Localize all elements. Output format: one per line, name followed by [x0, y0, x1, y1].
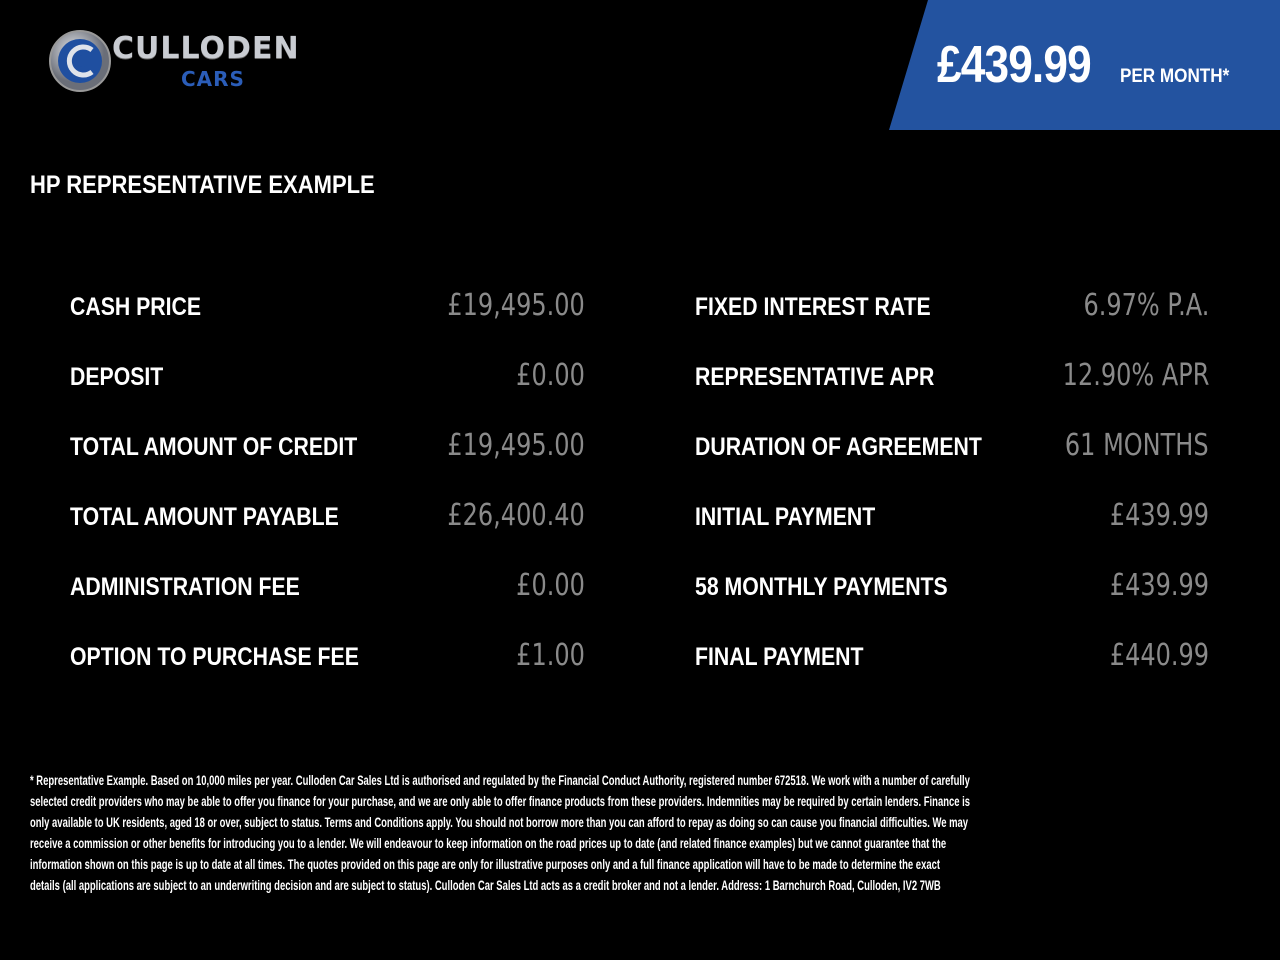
disclaimer-line: information shown on this page is up to … [30, 857, 940, 872]
culloden-cars-logo: CULLODEN CARS [48, 28, 328, 94]
disclaimer-line: selected credit providers who may be abl… [30, 794, 971, 809]
row-label: FINAL PAYMENT [695, 643, 864, 671]
finance-row: TOTAL AMOUNT PAYABLE £26,400.40 [70, 498, 585, 540]
finance-row: OPTION TO PURCHASE FEE £1.00 [70, 638, 585, 680]
disclaimer-line: only available to UK residents, aged 18 … [30, 815, 969, 830]
monthly-price: £439.99 [937, 36, 1092, 94]
row-label: REPRESENTATIVE APR [695, 363, 935, 391]
row-value: 12.90% APR [1062, 358, 1209, 393]
row-label: OPTION TO PURCHASE FEE [70, 643, 359, 671]
row-label: CASH PRICE [70, 293, 202, 321]
row-value: £1.00 [516, 638, 585, 673]
finance-row: DEPOSIT £0.00 [70, 358, 585, 400]
row-label: DURATION OF AGREEMENT [695, 433, 982, 461]
row-label: FIXED INTEREST RATE [695, 293, 931, 321]
finance-row: INITIAL PAYMENT £439.99 [695, 498, 1209, 540]
finance-row: ADMINISTRATION FEE £0.00 [70, 568, 585, 610]
row-value: £19,495.00 [447, 428, 585, 463]
logo-text-culloden: CULLODEN [112, 31, 300, 66]
disclaimer-line: * Representative Example. Based on 10,00… [30, 773, 970, 788]
row-value: £440.99 [1109, 638, 1209, 673]
finance-row: FIXED INTEREST RATE 6.97% P.A. [695, 288, 1209, 330]
row-label: TOTAL AMOUNT PAYABLE [70, 503, 339, 531]
row-label: 58 MONTHLY PAYMENTS [695, 573, 948, 601]
finance-row: DURATION OF AGREEMENT 61 MONTHS [695, 428, 1209, 470]
row-value: £439.99 [1109, 498, 1209, 533]
row-value: £439.99 [1109, 568, 1209, 603]
logo-text-cars: CARS [181, 67, 245, 91]
row-value: 61 MONTHS [1065, 428, 1209, 463]
row-label: TOTAL AMOUNT OF CREDIT [70, 433, 358, 461]
row-value: £0.00 [516, 568, 585, 603]
finance-row: REPRESENTATIVE APR 12.90% APR [695, 358, 1209, 400]
row-label: DEPOSIT [70, 363, 164, 391]
row-label: ADMINISTRATION FEE [70, 573, 300, 601]
disclaimer-line: details (all applications are subject to… [30, 878, 941, 893]
page-heading: HP REPRESENTATIVE EXAMPLE [30, 171, 375, 199]
row-value: £26,400.40 [447, 498, 585, 533]
per-month-label: PER MONTH* [1120, 66, 1230, 87]
row-value: £19,495.00 [447, 288, 585, 323]
row-value: £0.00 [516, 358, 585, 393]
logo-emblem-icon [49, 30, 111, 92]
row-label: INITIAL PAYMENT [695, 503, 876, 531]
finance-row: 58 MONTHLY PAYMENTS £439.99 [695, 568, 1209, 610]
monthly-price-banner: £439.99 PER MONTH* [889, 0, 1280, 130]
finance-row: CASH PRICE £19,495.00 [70, 288, 585, 330]
finance-row: TOTAL AMOUNT OF CREDIT £19,495.00 [70, 428, 585, 470]
disclaimer-line: receive a commission or other benefits f… [30, 836, 947, 851]
disclaimer: * Representative Example. Based on 10,00… [30, 770, 1180, 896]
finance-row: FINAL PAYMENT £440.99 [695, 638, 1209, 680]
row-value: 6.97% P.A. [1083, 288, 1209, 323]
